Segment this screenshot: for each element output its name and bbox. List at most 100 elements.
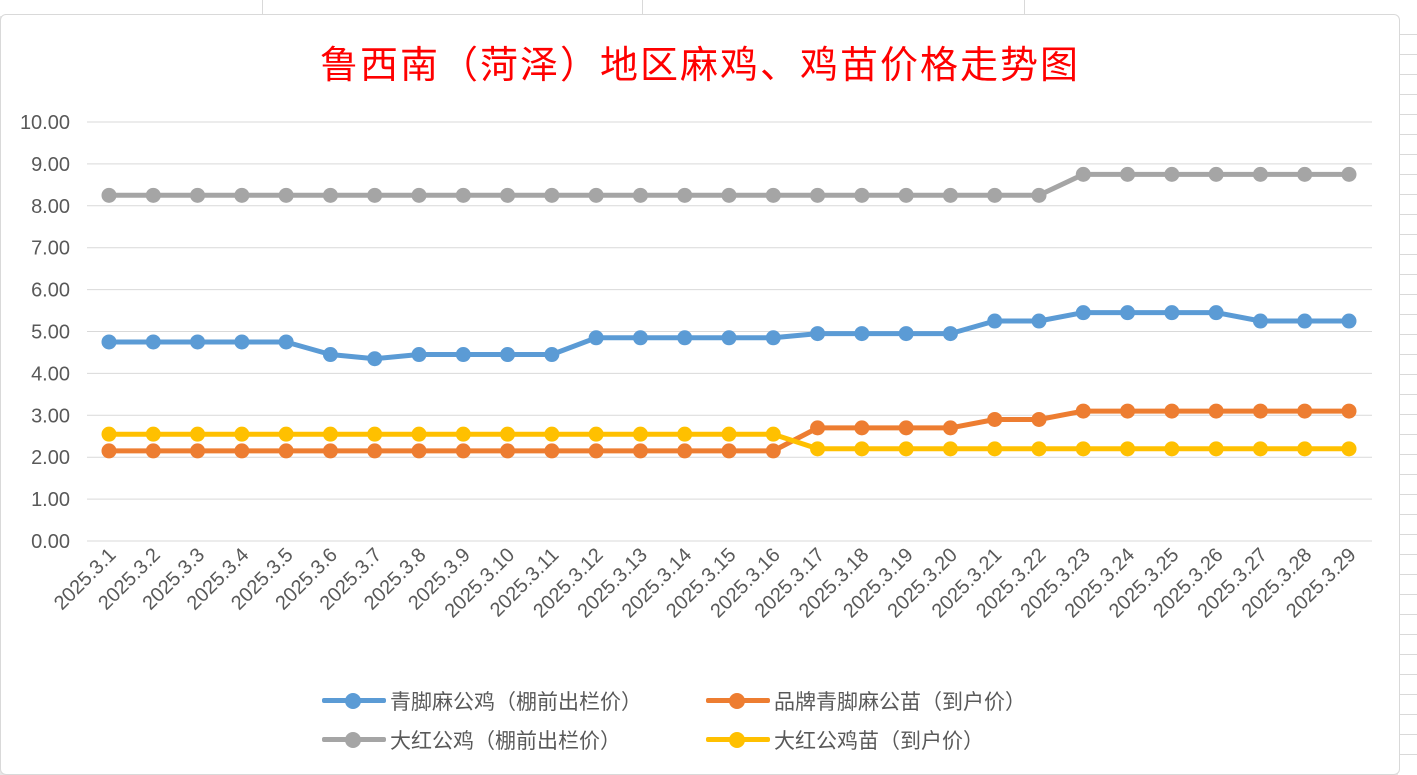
data-point (987, 313, 1003, 329)
data-point (588, 426, 604, 442)
data-point (544, 187, 560, 203)
data-point (411, 443, 427, 459)
data-point (1297, 441, 1313, 457)
row-divider (1398, 694, 1417, 695)
data-point (1164, 441, 1180, 457)
spreadsheet-row-strip (1398, 0, 1417, 775)
row-divider (1398, 494, 1417, 495)
data-point (190, 334, 206, 350)
row-divider (1398, 314, 1417, 315)
data-point (1341, 166, 1357, 182)
row-divider (1398, 214, 1417, 215)
data-point (1341, 441, 1357, 457)
data-point (942, 187, 958, 203)
row-divider (1398, 294, 1417, 295)
row-divider (1398, 714, 1417, 715)
data-point (677, 330, 693, 346)
data-point (632, 187, 648, 203)
data-point (854, 326, 870, 342)
legend-label-series-2: 品牌青脚麻公苗（到户价） (774, 690, 1026, 714)
data-point (1208, 441, 1224, 457)
row-divider (1398, 734, 1417, 735)
data-point (1075, 441, 1091, 457)
data-point (942, 326, 958, 342)
data-point (1341, 313, 1357, 329)
data-point (1031, 441, 1047, 457)
row-divider (1398, 394, 1417, 395)
data-point (367, 351, 383, 367)
data-point (500, 443, 516, 459)
data-point (367, 426, 383, 442)
data-point (632, 426, 648, 442)
data-point (1075, 166, 1091, 182)
column-divider (1024, 0, 1025, 16)
row-divider (1398, 254, 1417, 255)
data-point (987, 411, 1003, 427)
data-point (898, 326, 914, 342)
row-divider (1398, 754, 1417, 755)
data-point (1297, 403, 1313, 419)
row-divider (1398, 574, 1417, 575)
data-point (632, 443, 648, 459)
data-point (810, 441, 826, 457)
data-point (278, 443, 294, 459)
row-divider (1398, 534, 1417, 535)
data-point (1075, 403, 1091, 419)
legend-label-series-3: 大红公鸡（棚前出栏价） (390, 729, 621, 753)
data-point (1120, 166, 1136, 182)
data-point (367, 187, 383, 203)
chart-area[interactable] (0, 14, 1400, 775)
data-point (455, 187, 471, 203)
row-divider (1398, 434, 1417, 435)
data-point (145, 334, 161, 350)
data-point (278, 187, 294, 203)
y-tick-label: 6.00 (31, 280, 70, 302)
row-divider (1398, 154, 1417, 155)
data-point (278, 334, 294, 350)
data-point (101, 426, 117, 442)
y-tick-label: 8.00 (31, 196, 70, 218)
data-point (322, 347, 338, 363)
y-tick-label: 5.00 (31, 322, 70, 344)
data-point (190, 426, 206, 442)
data-point (898, 187, 914, 203)
data-point (632, 330, 648, 346)
data-point (721, 330, 737, 346)
legend-item-series-3: 大红公鸡（棚前出栏价） (322, 723, 621, 757)
row-divider (1398, 474, 1417, 475)
data-point (942, 420, 958, 436)
data-point (588, 330, 604, 346)
row-divider (1398, 54, 1417, 55)
row-divider (1398, 74, 1417, 75)
row-divider (1398, 354, 1417, 355)
data-point (987, 187, 1003, 203)
data-point (145, 426, 161, 442)
data-point (322, 187, 338, 203)
data-point (721, 443, 737, 459)
data-point (1252, 403, 1268, 419)
data-point (588, 187, 604, 203)
data-point (1164, 403, 1180, 419)
data-point (588, 443, 604, 459)
data-point (677, 443, 693, 459)
legend-item-series-2: 品牌青脚麻公苗（到户价） (706, 684, 1026, 718)
y-tick-label: 2.00 (31, 447, 70, 469)
row-divider (1398, 594, 1417, 595)
data-point (898, 420, 914, 436)
data-point (765, 187, 781, 203)
data-point (721, 426, 737, 442)
data-point (1341, 403, 1357, 419)
row-divider (1398, 634, 1417, 635)
row-divider (1398, 554, 1417, 555)
data-point (810, 420, 826, 436)
chart-legend: 青脚麻公鸡（棚前出栏价） 品牌青脚麻公苗（到户价） 大红公鸡（棚前出栏价） 大红… (322, 684, 1122, 764)
legend-label-series-1: 青脚麻公鸡（棚前出栏价） (390, 690, 642, 714)
spreadsheet-column-strip (0, 0, 1417, 16)
y-tick-label: 1.00 (31, 489, 70, 511)
data-point (810, 326, 826, 342)
column-divider (642, 0, 643, 16)
data-point (500, 426, 516, 442)
data-point (544, 443, 560, 459)
y-tick-label: 3.00 (31, 405, 70, 427)
